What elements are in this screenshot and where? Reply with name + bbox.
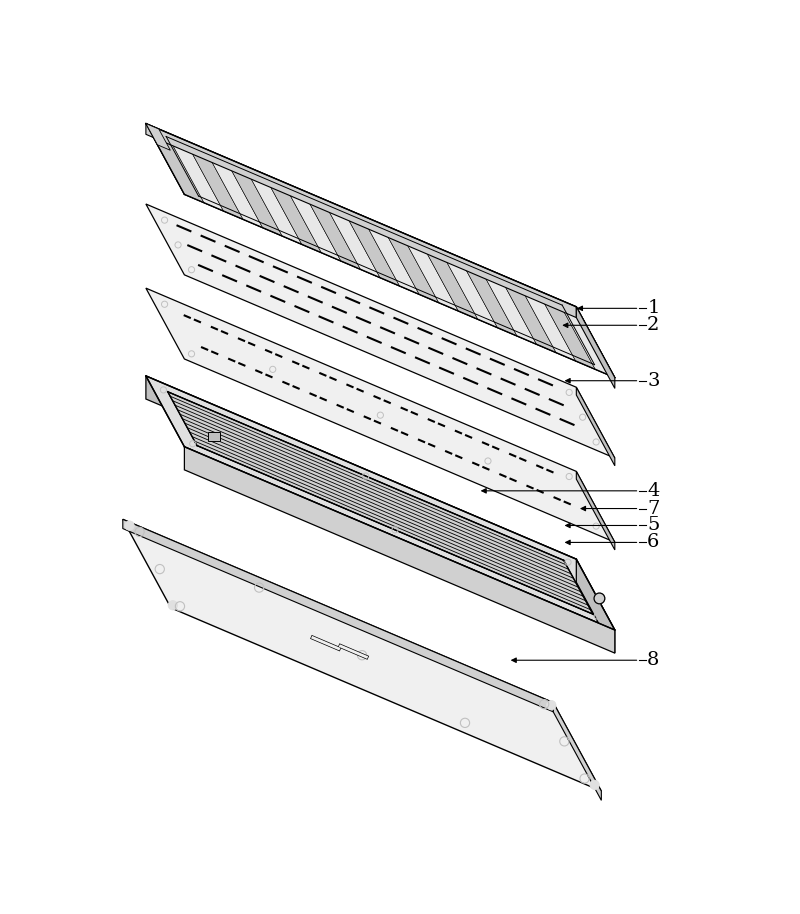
Polygon shape bbox=[146, 123, 170, 150]
Text: 8: 8 bbox=[647, 652, 659, 669]
Circle shape bbox=[594, 593, 605, 604]
Polygon shape bbox=[185, 140, 243, 219]
Text: 5: 5 bbox=[647, 516, 659, 535]
Polygon shape bbox=[576, 307, 615, 388]
Polygon shape bbox=[146, 123, 615, 377]
Polygon shape bbox=[537, 290, 595, 369]
Polygon shape bbox=[478, 265, 537, 345]
Polygon shape bbox=[518, 282, 576, 361]
Polygon shape bbox=[166, 132, 223, 211]
Polygon shape bbox=[322, 198, 380, 278]
Polygon shape bbox=[146, 288, 615, 542]
Polygon shape bbox=[283, 182, 341, 261]
Polygon shape bbox=[146, 204, 615, 458]
Text: 1: 1 bbox=[647, 300, 659, 317]
Polygon shape bbox=[557, 299, 615, 377]
Polygon shape bbox=[168, 392, 593, 614]
Polygon shape bbox=[263, 174, 322, 252]
Text: 6: 6 bbox=[647, 534, 659, 551]
Text: 3: 3 bbox=[647, 372, 660, 389]
Polygon shape bbox=[576, 472, 615, 550]
Polygon shape bbox=[122, 519, 602, 792]
Polygon shape bbox=[224, 157, 282, 236]
Polygon shape bbox=[146, 376, 615, 630]
Circle shape bbox=[168, 600, 178, 610]
Circle shape bbox=[546, 700, 556, 710]
Text: 7: 7 bbox=[647, 500, 659, 517]
Polygon shape bbox=[146, 376, 576, 582]
Polygon shape bbox=[554, 703, 602, 801]
Polygon shape bbox=[420, 240, 478, 319]
Polygon shape bbox=[400, 232, 458, 311]
Circle shape bbox=[125, 521, 134, 530]
Polygon shape bbox=[205, 149, 262, 228]
Polygon shape bbox=[498, 273, 556, 353]
Polygon shape bbox=[361, 215, 419, 294]
Polygon shape bbox=[146, 123, 576, 317]
Polygon shape bbox=[439, 249, 498, 327]
Polygon shape bbox=[302, 190, 361, 270]
Text: 4: 4 bbox=[647, 482, 659, 500]
Polygon shape bbox=[576, 388, 615, 466]
Polygon shape bbox=[208, 432, 220, 441]
Polygon shape bbox=[459, 257, 517, 336]
Polygon shape bbox=[342, 207, 400, 286]
Polygon shape bbox=[381, 224, 438, 303]
Polygon shape bbox=[146, 123, 204, 203]
Polygon shape bbox=[244, 165, 302, 244]
Polygon shape bbox=[576, 559, 615, 654]
Circle shape bbox=[590, 781, 599, 790]
Polygon shape bbox=[122, 519, 554, 712]
Text: 2: 2 bbox=[647, 316, 659, 335]
Polygon shape bbox=[184, 447, 615, 654]
